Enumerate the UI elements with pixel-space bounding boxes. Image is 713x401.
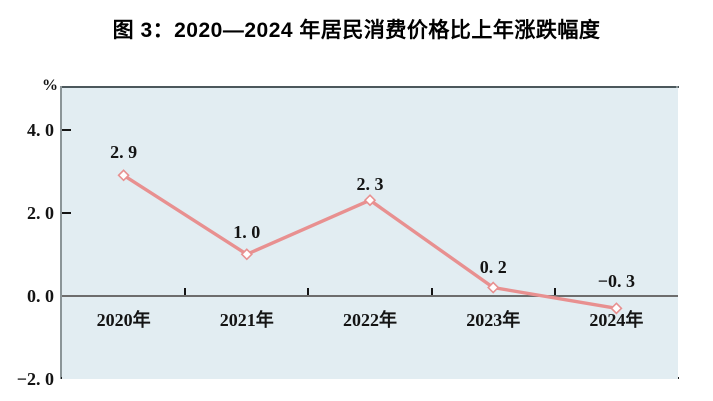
cpi-line-series [117, 169, 623, 315]
data-point-value-label: 0. 2 [479, 256, 507, 277]
data-point-marker [240, 248, 253, 261]
x-axis-category-label: 2020年 [96, 310, 151, 330]
data-point-value-label: 1. 0 [233, 222, 261, 243]
data-point-marker [363, 194, 377, 207]
x-axis-category-label: 2024年 [589, 310, 644, 330]
data-point-marker [610, 302, 623, 315]
data-point-marker [487, 281, 500, 294]
y-axis-tick-label: 4. 0 [27, 119, 54, 140]
plot-border-top [61, 86, 679, 88]
zero-baseline [62, 294, 678, 297]
x-axis-tick-mark [184, 287, 187, 295]
data-point-value-label: 2. 3 [356, 174, 384, 195]
x-axis-tick-mark [307, 287, 310, 295]
data-point-marker [117, 169, 130, 182]
y-axis-unit-label: % [42, 77, 58, 94]
y-axis-tick-label: 0. 0 [27, 285, 54, 306]
x-axis-category-label: 2023年 [466, 310, 521, 330]
y-axis-line [60, 86, 62, 379]
plot-area: 2020年 2021年 2022年 2023年 2024年 2. 9 1. 0 2. 3 0. … [62, 88, 678, 379]
data-point-value-label: 2. 9 [110, 142, 138, 163]
x-axis-category-label: 2021年 [219, 310, 274, 330]
y-axis-tick-label: −2. 0 [16, 369, 54, 389]
x-axis-tick-mark [553, 287, 556, 295]
y-axis-tick-label: 2. 0 [27, 202, 54, 223]
y-axis-tick-mark [62, 128, 71, 131]
y-axis-tick-mark [62, 211, 71, 214]
data-point-value-label: −0. 3 [597, 271, 636, 292]
chart-title: 图 3：2020—2024 年居民消费价格比上年涨跌幅度 [112, 19, 601, 42]
x-axis-category-label: 2022年 [343, 310, 397, 330]
x-axis-tick-mark [430, 287, 433, 295]
